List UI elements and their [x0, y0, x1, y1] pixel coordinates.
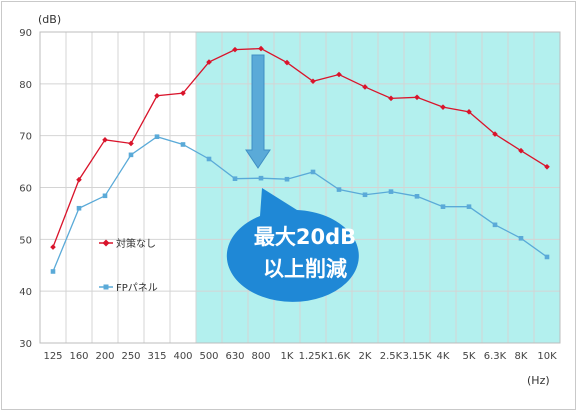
x-tick-label: 160: [69, 351, 88, 362]
data-point: [388, 95, 394, 102]
data-point: [362, 192, 368, 198]
data-point: [102, 193, 108, 199]
data-point: [336, 71, 342, 78]
x-tick-label: 5K: [463, 351, 476, 362]
data-point: [258, 45, 264, 52]
y-tick-label: 70: [19, 132, 32, 143]
data-point: [206, 156, 212, 162]
x-tick-label: 1.6K: [328, 351, 351, 362]
data-point: [440, 204, 446, 209]
callout-line-1: 最大20dB: [254, 225, 356, 249]
data-point: [258, 175, 264, 181]
data-point: [414, 94, 420, 101]
series-1: [50, 45, 550, 250]
legend-label-series-2: FPパネル: [116, 282, 158, 294]
data-point: [362, 84, 368, 90]
data-point: [154, 134, 160, 140]
y-tick-label: 30: [19, 339, 32, 350]
data-point: [518, 235, 524, 241]
y-axis-unit: (dB): [38, 13, 61, 26]
data-point: [154, 92, 160, 99]
data-point: [440, 104, 446, 110]
x-tick-label: 800: [251, 351, 270, 362]
data-point: [492, 222, 498, 228]
legend: 対策なし FPパネル: [99, 237, 158, 294]
x-tick-label: 500: [199, 351, 218, 362]
data-point: [518, 147, 524, 154]
x-axis-unit: (Hz): [527, 374, 550, 387]
data-point: [180, 142, 186, 147]
x-tick-label: 6.3K: [484, 351, 507, 362]
series-line-1: [52, 47, 548, 248]
data-point: [492, 131, 498, 137]
x-tick-label: 1K: [281, 351, 294, 362]
data-point: [310, 78, 316, 85]
data-point: [388, 189, 394, 194]
data-point: [414, 194, 420, 199]
data-point: [284, 59, 290, 66]
data-point: [232, 46, 238, 53]
data-point: [466, 204, 472, 209]
grid-lines: [39, 31, 561, 344]
x-tick-label: 630: [225, 351, 244, 362]
data-point: [544, 163, 550, 170]
legend-item-series-1: 対策なし: [99, 237, 156, 250]
legend-item-series-2: FPパネル: [99, 282, 158, 294]
reduction-arrow: [245, 54, 271, 169]
y-tick-label: 40: [19, 287, 32, 298]
series-2: [50, 134, 550, 274]
data-point: [310, 169, 316, 175]
data-point: [76, 176, 82, 183]
x-tick-label: 4K: [437, 351, 450, 362]
x-tick-label: 2K: [359, 351, 372, 362]
down-arrow-icon: [245, 54, 271, 169]
x-tick-label: 3.15K: [403, 351, 432, 362]
data-point: [50, 269, 56, 274]
data-point: [336, 187, 342, 192]
series-line-2: [52, 135, 548, 272]
callout-shape: [226, 188, 359, 302]
x-tick-label: 250: [121, 351, 140, 362]
legend-label-series-1: 対策なし: [116, 237, 156, 250]
legend-marker-series-1: [102, 239, 110, 247]
x-tick-label: 8K: [515, 351, 528, 362]
y-tick-label: 60: [19, 184, 32, 195]
x-tick-label: 400: [173, 351, 192, 362]
data-point: [466, 109, 472, 115]
y-axis-ticks: 30 40 50 60 70 80 90: [19, 28, 32, 350]
data-point: [102, 137, 108, 143]
data-point: [76, 205, 82, 211]
data-point: [180, 90, 186, 96]
plot-area-border: [39, 31, 561, 344]
y-tick-label: 90: [19, 28, 32, 39]
x-tick-label: 315: [147, 351, 166, 362]
y-tick-label: 80: [19, 80, 32, 91]
x-tick-label: 125: [43, 351, 62, 362]
legend-marker-series-2: [103, 284, 109, 290]
data-point: [232, 176, 238, 181]
data-point: [284, 176, 290, 182]
series-group: [50, 45, 550, 274]
x-tick-label: 2.5K: [380, 351, 403, 362]
x-axis-ticks: 125 160 200 250 315 400 500 630 800 1K 1.25K 1.6K 2K…: [43, 351, 557, 362]
x-tick-label: 1.25K: [299, 351, 328, 362]
y-tick-label: 50: [19, 235, 32, 246]
x-tick-label: 10K: [537, 351, 557, 362]
callout-line-2: 以上削減: [263, 257, 347, 281]
data-point: [544, 254, 550, 260]
data-point: [50, 244, 56, 250]
data-point: [128, 140, 134, 147]
callout-bubble: 最大20dB 以上削減: [226, 188, 359, 302]
data-point: [128, 152, 134, 158]
x-tick-label: 200: [95, 351, 114, 362]
data-point: [206, 59, 212, 65]
